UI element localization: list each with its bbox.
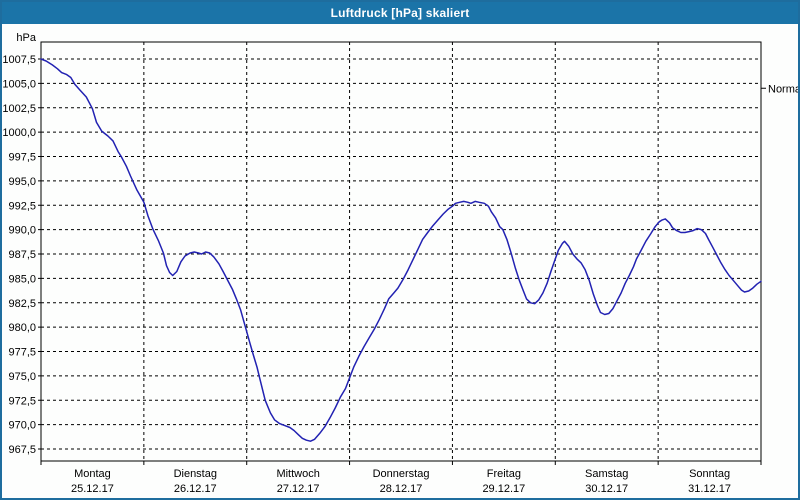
y-tick-label: 1007,5 bbox=[2, 54, 36, 66]
y-tick-label: 982,5 bbox=[8, 298, 36, 310]
y-axis-unit-label: hPa bbox=[16, 32, 36, 44]
x-day-label: Sonntag bbox=[689, 468, 730, 480]
pressure-curve bbox=[40, 58, 762, 442]
y-tick-label: 1000,0 bbox=[2, 127, 36, 139]
y-tick-label: 972,5 bbox=[8, 395, 36, 407]
pressure-line-chart: 1007,5 1005,0 1002,5 1000,0 997,5 995,0 992,5 9… bbox=[2, 32, 800, 495]
normal-label: Normal bbox=[768, 83, 798, 95]
x-day-label: Mittwoch bbox=[276, 468, 319, 480]
x-date-label: 27.12.17 bbox=[277, 483, 320, 495]
x-day-label: Montag bbox=[74, 468, 111, 480]
y-tick-label: 977,5 bbox=[8, 347, 36, 359]
y-tick-label: 992,5 bbox=[8, 200, 36, 212]
y-tick-label: 980,0 bbox=[8, 322, 36, 334]
x-day-label: Samstag bbox=[585, 468, 628, 480]
x-day-label: Dienstag bbox=[174, 468, 217, 480]
y-tick-label: 1002,5 bbox=[2, 103, 36, 115]
y-tick-label: 987,5 bbox=[8, 249, 36, 261]
x-date-label: 29.12.17 bbox=[482, 483, 525, 495]
y-tick-label: 995,0 bbox=[8, 176, 36, 188]
y-tick-label: 967,5 bbox=[8, 444, 36, 456]
chart-area: 1007,5 1005,0 1002,5 1000,0 997,5 995,0 992,5 9… bbox=[2, 24, 800, 498]
x-date-label: 25.12.17 bbox=[71, 483, 114, 495]
y-tick-label: 997,5 bbox=[8, 152, 36, 164]
x-date-label: 31.12.17 bbox=[688, 483, 731, 495]
x-day-label: Donnerstag bbox=[373, 468, 430, 480]
x-day-label: Freitag bbox=[487, 468, 521, 480]
window-title: Luftdruck [hPa] skaliert bbox=[330, 6, 470, 20]
y-tick-label: 990,0 bbox=[8, 225, 36, 237]
x-date-label: 30.12.17 bbox=[585, 483, 628, 495]
x-date-label: 28.12.17 bbox=[380, 483, 423, 495]
y-tick-label: 985,0 bbox=[8, 273, 36, 285]
window-titlebar[interactable]: Luftdruck [hPa] skaliert bbox=[2, 2, 798, 24]
y-tick-label: 975,0 bbox=[8, 371, 36, 383]
y-tick-label: 970,0 bbox=[8, 420, 36, 432]
y-tick-label: 1005,0 bbox=[2, 78, 36, 90]
plot-border bbox=[40, 41, 762, 462]
x-date-label: 26.12.17 bbox=[174, 483, 217, 495]
